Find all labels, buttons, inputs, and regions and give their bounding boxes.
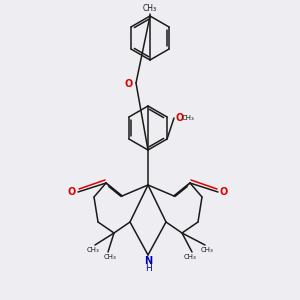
Text: CH₃: CH₃ xyxy=(143,4,157,13)
Text: O: O xyxy=(68,187,76,197)
Text: O: O xyxy=(175,113,183,123)
Text: CH₃: CH₃ xyxy=(201,247,213,253)
Text: CH₃: CH₃ xyxy=(87,247,99,253)
Text: CH₃: CH₃ xyxy=(103,254,116,260)
Text: O: O xyxy=(125,79,133,89)
Text: H: H xyxy=(145,264,152,273)
Text: CH₃: CH₃ xyxy=(182,115,195,121)
Text: CH₃: CH₃ xyxy=(184,254,196,260)
Text: O: O xyxy=(220,187,228,197)
Text: N: N xyxy=(144,256,152,266)
